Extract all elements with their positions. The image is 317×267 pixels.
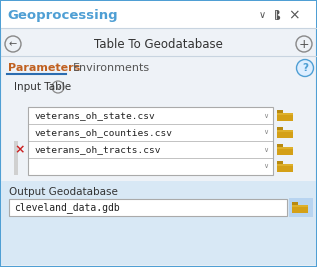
Text: Table To Geodatabase: Table To Geodatabase [94, 37, 223, 50]
Bar [277, 147, 293, 155]
Text: ⁋: ⁋ [274, 9, 280, 19]
Text: ?: ? [302, 63, 308, 73]
Bar [277, 144, 283, 147]
Text: +: + [299, 37, 309, 50]
Text: Output Geodatabase: Output Geodatabase [9, 187, 118, 197]
Circle shape [296, 60, 314, 77]
Bar [292, 205, 308, 213]
Text: Input Table: Input Table [14, 82, 71, 92]
Bar [277, 127, 283, 130]
Bar [14, 158, 18, 175]
Text: Geoprocessing: Geoprocessing [7, 9, 118, 22]
Text: ∨: ∨ [263, 163, 268, 170]
Bar [14, 141, 18, 158]
Bar [277, 130, 293, 132]
Bar [277, 164, 293, 166]
Bar [277, 147, 293, 149]
Text: ∨: ∨ [258, 10, 266, 20]
Bar [277, 113, 293, 121]
Bar [28, 107, 273, 175]
Bar [277, 130, 293, 138]
Bar [277, 161, 283, 164]
Bar [277, 164, 293, 172]
Bar [292, 202, 298, 205]
Bar [289, 198, 313, 217]
Text: cleveland_data.gdb: cleveland_data.gdb [14, 202, 120, 213]
Text: Parameters: Parameters [8, 63, 80, 73]
Bar [1, 181, 316, 265]
Text: veterans_oh_tracts.csv: veterans_oh_tracts.csv [35, 145, 161, 154]
Text: veterans_oh_counties.csv: veterans_oh_counties.csv [35, 128, 173, 137]
Text: ¶: ¶ [274, 9, 281, 19]
Bar [292, 205, 308, 207]
Text: veterans_oh_state.csv: veterans_oh_state.csv [35, 111, 156, 120]
Text: ∨: ∨ [263, 112, 268, 119]
Bar [277, 110, 283, 113]
Text: ←: ← [9, 39, 17, 49]
Bar [9, 199, 287, 216]
Text: ∨: ∨ [263, 147, 268, 152]
Bar [1, 1, 316, 28]
Text: Environments: Environments [73, 63, 150, 73]
Text: ∨: ∨ [55, 84, 61, 91]
Text: ∨: ∨ [263, 129, 268, 135]
Bar [277, 113, 293, 115]
Text: ×: × [15, 143, 25, 156]
Text: ×: × [288, 8, 300, 22]
